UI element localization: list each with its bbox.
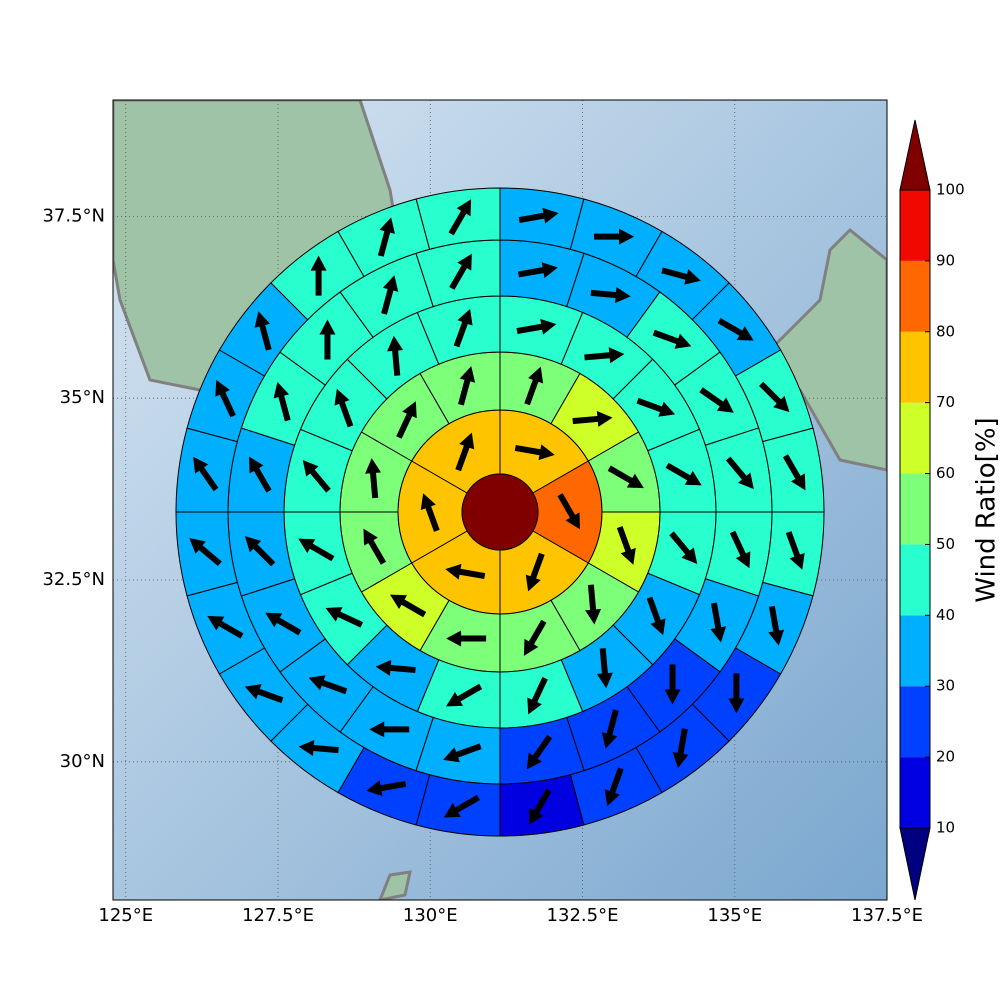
colorbar-tick-label: 80 (936, 322, 955, 340)
colorbar-tick-label: 60 (936, 464, 955, 482)
colorbar-segment (900, 615, 930, 686)
sector (176, 428, 237, 512)
colorbar-label: Wind Ratio[%] (972, 417, 1000, 602)
y-tick-label: 30°N (60, 751, 105, 772)
colorbar-segment (900, 261, 930, 332)
colorbar-tick-label: 20 (936, 748, 955, 766)
colorbar-tick-label: 40 (936, 606, 955, 624)
colorbar-tick-label: 30 (936, 677, 955, 695)
colorbar-segment (900, 757, 930, 828)
colorbar-segment (900, 190, 930, 261)
colorbar-tick-label: 10 (936, 819, 955, 837)
colorbar-segment (900, 474, 930, 545)
x-tick-label: 132.5°E (547, 905, 619, 926)
colorbar-segment (900, 544, 930, 615)
y-tick-label: 32.5°N (42, 569, 105, 590)
x-tick-label: 127.5°E (242, 905, 314, 926)
colorbar-tick-label: 50 (936, 535, 955, 553)
x-tick-label: 125°E (98, 905, 153, 926)
y-tick-label: 35°N (60, 387, 105, 408)
colorbar-segment (900, 686, 930, 757)
sector (416, 775, 500, 836)
x-tick-label: 130°E (403, 905, 458, 926)
x-tick-label: 135°E (707, 905, 762, 926)
y-tick-label: 37.5°N (42, 205, 105, 226)
center-disc (462, 474, 538, 550)
x-tick-label: 137.5°E (851, 905, 923, 926)
colorbar-tick-label: 70 (936, 393, 955, 411)
colorbar-tick-label: 90 (936, 251, 955, 269)
colorbar-extend-min (900, 828, 930, 900)
colorbar-tick-label: 100 (936, 181, 965, 199)
colorbar-extend-max (900, 120, 930, 190)
colorbar-segment (900, 403, 930, 474)
colorbar-segment (900, 332, 930, 403)
